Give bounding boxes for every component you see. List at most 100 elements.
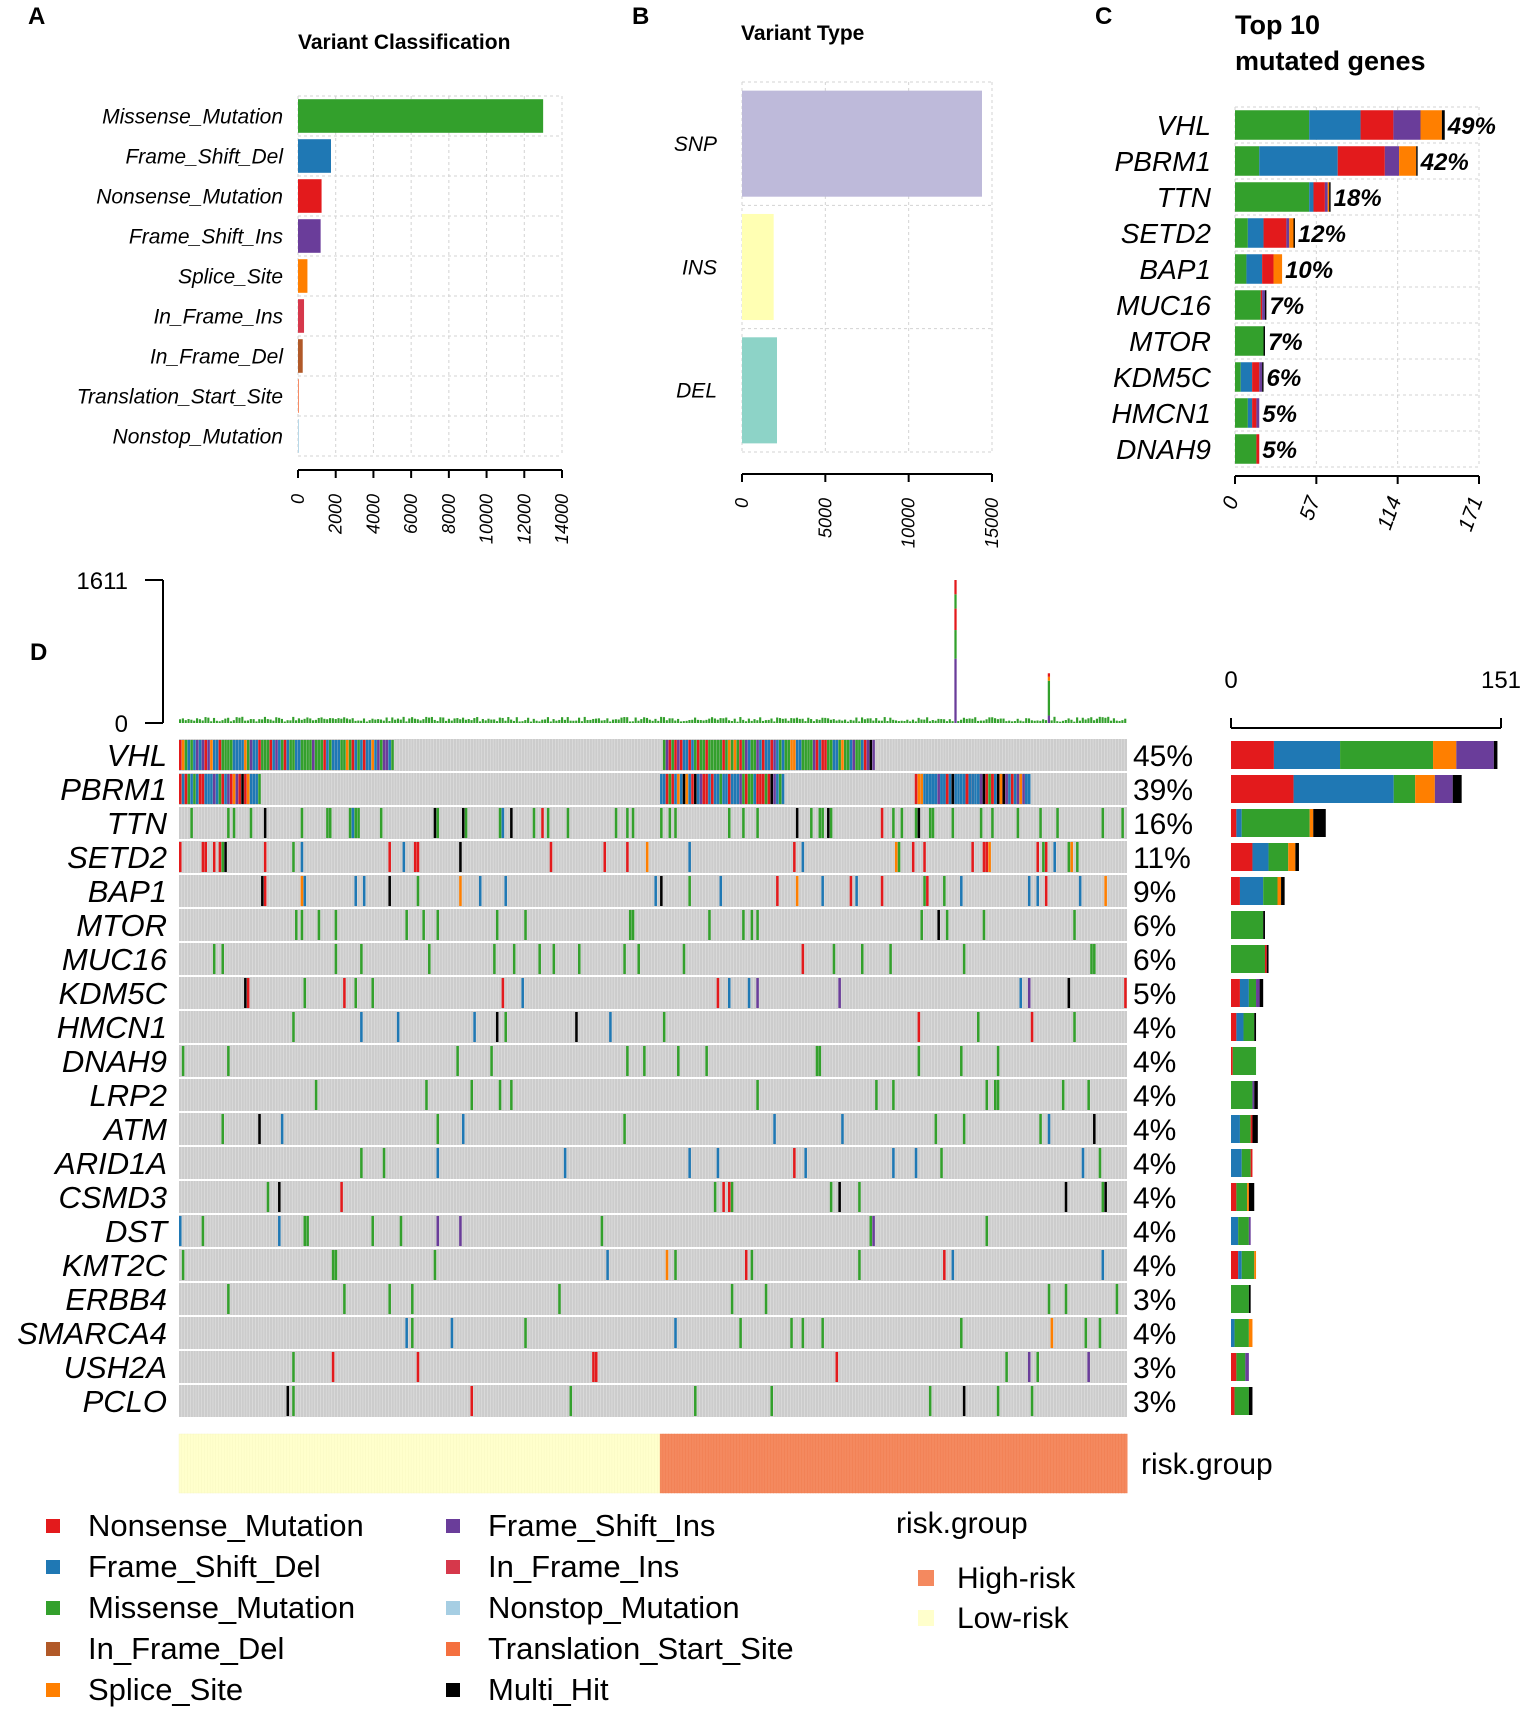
mutation-cell-pbrm1 (204, 774, 208, 804)
tmb-bar (572, 720, 575, 723)
tmb-bar (962, 717, 965, 723)
mutation-cell-ttn (742, 808, 745, 838)
tmb-bar (388, 721, 391, 723)
gene-label-mtor: MTOR (76, 908, 167, 943)
tmb-bar (790, 718, 793, 723)
bar-segment-muc16-multi_hit (1264, 290, 1267, 320)
mutation-cell-csmd3 (278, 1182, 281, 1212)
gene-pct-arid1a: 4% (1133, 1148, 1176, 1181)
mutation-cell-vhl (866, 740, 870, 770)
bar-segment-vhl-frameshift_del (1309, 110, 1361, 140)
mutation-cell-bap1 (1104, 876, 1107, 906)
mutation-cell-muc16 (623, 944, 626, 974)
mutation-cell-vhl (716, 740, 720, 770)
mutation-cell-kdm5c (838, 978, 841, 1008)
mutation-cell-vhl (682, 740, 686, 770)
mutation-cell-setd2 (982, 842, 986, 872)
mutation-cell-lrp2 (498, 1080, 502, 1110)
category-label-missense-mutation: Missense_Mutation (102, 105, 283, 128)
tmb-bar (943, 719, 946, 723)
tmb-bar (597, 718, 600, 723)
mutation-cell-dnah9 (960, 1046, 963, 1076)
mutation-cell-pclo (928, 1386, 932, 1416)
mutation-cell-vhl (286, 740, 290, 770)
tmb-bar (586, 720, 589, 723)
tmb-bar (784, 718, 787, 723)
mutation-cell-setd2 (459, 842, 462, 872)
tmb-bar (592, 718, 595, 723)
legend: Nonsense_Mutation Frame_Shift_Del Missense… (46, 1507, 1076, 1707)
gene-bar-segment-pbrm1-frameshift_ins (1434, 775, 1453, 803)
tmb-bar (1076, 717, 1079, 723)
tmb-bar (926, 717, 929, 723)
tmb-bar (996, 719, 999, 723)
mutation-cell-lrp2 (875, 1080, 878, 1110)
mutation-cell-dst (303, 1216, 307, 1246)
mutation-cell-vhl (719, 740, 723, 770)
mutation-cell-pbrm1 (914, 774, 918, 804)
mutation-cell-kdm5c (747, 978, 751, 1008)
mutation-cell-vhl (207, 740, 210, 770)
mutation-cell-ttn (900, 808, 904, 838)
mutation-cell-ttn (674, 808, 677, 838)
tmb-bar (504, 720, 507, 723)
mutation-cell-bap1 (776, 876, 779, 906)
mutation-cell-pbrm1 (770, 774, 773, 804)
mutation-cell-ttn (829, 808, 833, 838)
mutation-cell-vhl (232, 740, 236, 770)
gene-pct-muc16: 6% (1133, 944, 1176, 977)
tmb-bar (674, 720, 677, 723)
gene-label-lrp2: LRP2 (89, 1078, 167, 1113)
tmb-bar (212, 717, 216, 723)
tmb-bar (648, 719, 651, 723)
mutation-cell-arid1a (563, 1148, 567, 1178)
tmb-bar (371, 718, 374, 723)
mutation-cell-pbrm1 (668, 774, 672, 804)
mutation-cell-smarca4 (450, 1318, 454, 1348)
mutation-cell-vhl (334, 740, 338, 770)
mutation-cell-mtor (317, 910, 321, 940)
mutation-cell-ttn (827, 808, 830, 838)
tmb-bar-segment (954, 608, 957, 631)
mutation-cell-csmd3 (730, 1182, 734, 1212)
mutation-cell-ttn (501, 808, 505, 838)
tmb-bar (354, 720, 357, 723)
mutation-cell-vhl (858, 740, 861, 770)
tmb-bar (518, 721, 521, 723)
mutation-cell-pbrm1 (725, 774, 728, 804)
mutation-cell-vhl (238, 740, 241, 770)
tmb-bar (818, 719, 821, 723)
gene-pct-mtor: 7% (1268, 329, 1303, 356)
category-label-in-frame-ins: In_Frame_Ins (153, 305, 283, 328)
gene-bar-segment-setd2-splice (1288, 843, 1296, 871)
gene-bar-segment-mtor-missense (1231, 911, 1264, 939)
tmb-bar (1073, 721, 1076, 723)
tmb-bar (396, 718, 400, 723)
mutation-cell-mtor (405, 910, 408, 940)
mutation-cell-ttn (263, 808, 267, 838)
tmb-bar-segment (1047, 680, 1051, 716)
legend-label-nonsense-mutation: Nonsense_Mutation (88, 1508, 364, 1543)
tmb-bar (362, 718, 366, 723)
category-label-nonsense-mutation: Nonsense_Mutation (96, 185, 283, 208)
mutation-cell-pbrm1 (965, 774, 969, 804)
tmb-bar (832, 719, 835, 723)
mutation-cell-vhl (846, 740, 850, 770)
tmb-bar (781, 718, 784, 723)
mutation-cell-pbrm1 (951, 774, 955, 804)
mutation-cell-hmcn1 (1030, 1012, 1034, 1042)
mutation-cell-bap1 (654, 876, 657, 906)
category-label-ins: INS (682, 256, 717, 279)
tmb-bar (578, 717, 581, 723)
tmb-bar (875, 718, 878, 723)
mutation-cell-hmcn1 (662, 1012, 666, 1042)
mutation-cell-ttn (328, 808, 332, 838)
tmb-bar (623, 717, 626, 723)
mutation-cell-vhl (354, 740, 357, 770)
mutation-cell-erbb4 (411, 1284, 414, 1314)
mutation-cell-mtor (750, 910, 754, 940)
tmb-bar (645, 717, 649, 723)
mutation-cell-vhl (671, 740, 674, 770)
mutation-cell-ush2a (416, 1352, 420, 1382)
legend-label-in-frame-ins: In_Frame_Ins (488, 1549, 679, 1584)
